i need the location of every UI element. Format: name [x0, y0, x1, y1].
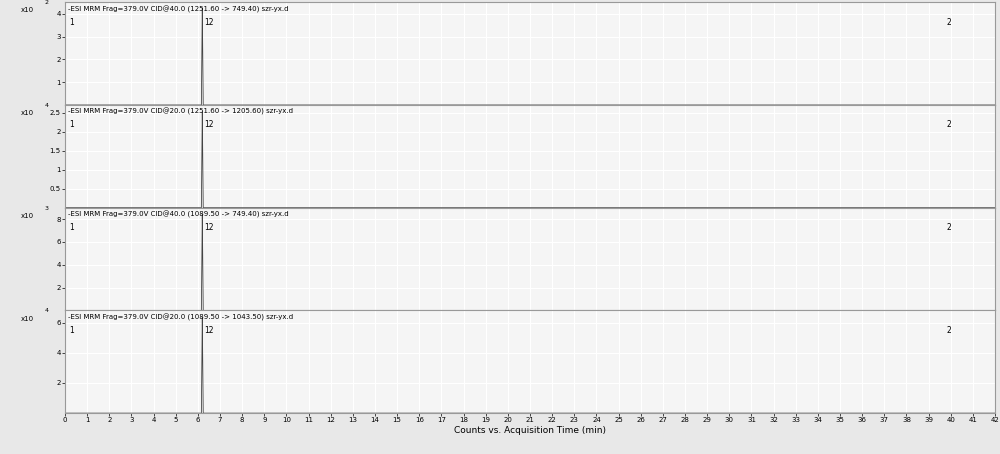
Text: 12: 12 — [204, 18, 214, 27]
Text: 1: 1 — [69, 18, 74, 27]
Text: x10: x10 — [20, 316, 33, 321]
Text: -ESI MRM Frag=379.0V CID@40.0 (1089.50 -> 749.40) szr-yx.d: -ESI MRM Frag=379.0V CID@40.0 (1089.50 -… — [68, 211, 289, 218]
Text: x10: x10 — [20, 110, 33, 116]
Text: 4: 4 — [45, 308, 49, 313]
Text: -ESI MRM Frag=379.0V CID@20.0 (1089.50 -> 1043.50) szr-yx.d: -ESI MRM Frag=379.0V CID@20.0 (1089.50 -… — [68, 314, 293, 321]
Text: 12: 12 — [204, 326, 214, 335]
Text: -ESI MRM Frag=379.0V CID@40.0 (1251.60 -> 749.40) szr-yx.d: -ESI MRM Frag=379.0V CID@40.0 (1251.60 -… — [68, 5, 289, 13]
Text: 2: 2 — [45, 0, 49, 5]
Text: 12: 12 — [204, 120, 214, 129]
Text: 2: 2 — [946, 223, 951, 232]
Text: 3: 3 — [45, 206, 49, 211]
Text: 1: 1 — [69, 326, 74, 335]
Text: 12: 12 — [204, 223, 214, 232]
Text: 2: 2 — [946, 18, 951, 27]
Text: 2: 2 — [946, 326, 951, 335]
Text: x10: x10 — [20, 7, 33, 14]
Text: 1: 1 — [69, 120, 74, 129]
Text: x10: x10 — [20, 213, 33, 219]
Text: 2: 2 — [946, 120, 951, 129]
X-axis label: Counts vs. Acquisition Time (min): Counts vs. Acquisition Time (min) — [454, 426, 606, 435]
Text: 1: 1 — [69, 223, 74, 232]
Text: 4: 4 — [45, 103, 49, 108]
Text: -ESI MRM Frag=379.0V CID@20.0 (1251.60 -> 1205.60) szr-yx.d: -ESI MRM Frag=379.0V CID@20.0 (1251.60 -… — [68, 108, 293, 115]
